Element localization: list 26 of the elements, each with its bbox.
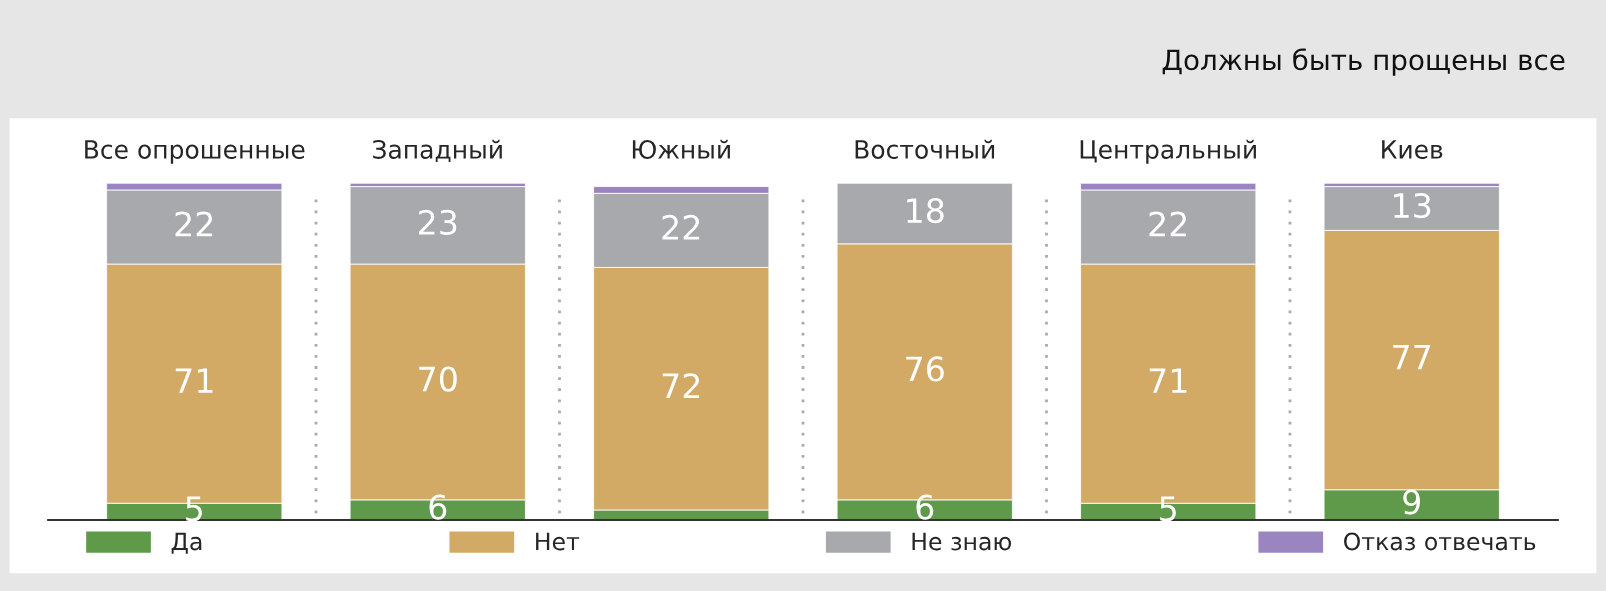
x-tick-label: Центральный bbox=[1080, 139, 1256, 164]
x-tick-label: Восточный bbox=[855, 139, 995, 159]
x-tick-label: Южный bbox=[632, 139, 730, 159]
x-tick-label: Киев bbox=[1382, 140, 1443, 159]
data-label: 77 bbox=[1393, 344, 1431, 370]
data-label: 9 bbox=[1403, 489, 1420, 515]
data-label: 22 bbox=[175, 211, 213, 237]
chart-title: Должны быть прощены все bbox=[1162, 48, 1565, 76]
data-label: 13 bbox=[1394, 192, 1431, 219]
data-label: 6 bbox=[916, 494, 934, 520]
data-label: 71 bbox=[175, 368, 213, 393]
legend-label: Нет bbox=[536, 532, 580, 551]
x-tick-label: Все опрошенные bbox=[85, 140, 305, 164]
data-label: 22 bbox=[662, 214, 700, 240]
data-label: 70 bbox=[419, 366, 457, 392]
data-label: 76 bbox=[906, 356, 944, 382]
data-label: 71 bbox=[1149, 368, 1187, 393]
legend-label: Отказ отвечать bbox=[1344, 532, 1536, 551]
data-label: 72 bbox=[662, 373, 700, 398]
x-tick-label: Западный bbox=[373, 139, 502, 163]
data-label: 18 bbox=[907, 197, 944, 224]
legend-label: Не знаю bbox=[912, 532, 1012, 551]
data-label: 6 bbox=[429, 494, 447, 520]
data-label: 22 bbox=[1149, 211, 1187, 237]
data-label: 23 bbox=[419, 209, 457, 235]
legend-label: Да bbox=[171, 532, 202, 554]
